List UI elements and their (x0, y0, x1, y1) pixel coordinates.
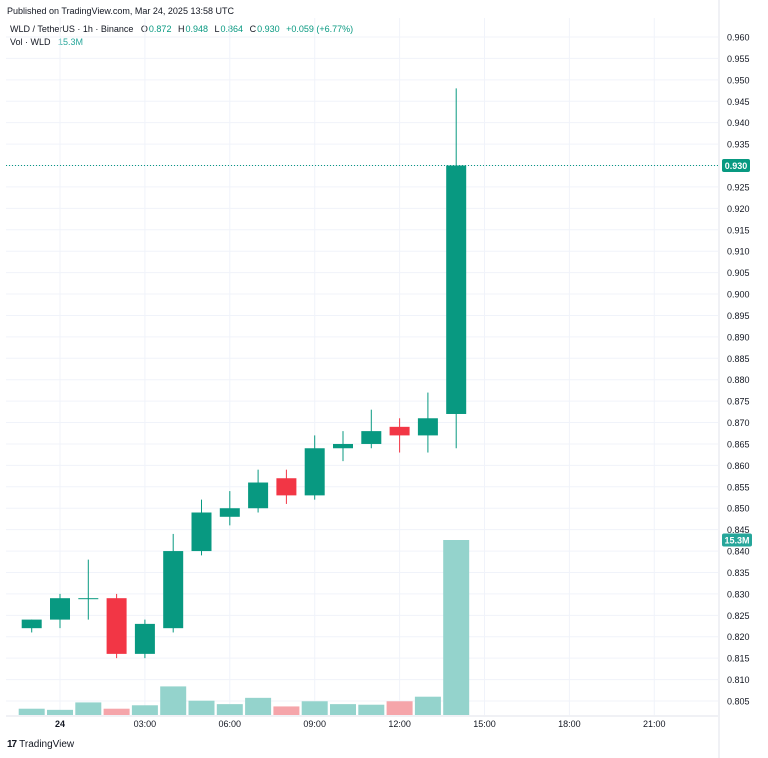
change-value: +0.059 (+6.77%) (286, 24, 354, 34)
low-label: L (214, 24, 220, 34)
x-tick-label: 09:00 (303, 719, 326, 729)
y-tick-label: 0.935 (727, 140, 750, 150)
high-value: 0.948 (185, 24, 208, 34)
y-tick-label: 0.865 (727, 439, 750, 449)
candle-body[interactable] (248, 482, 269, 509)
volume-badge (722, 533, 752, 547)
volume-bar[interactable] (131, 705, 158, 715)
y-tick-label: 0.925 (727, 182, 750, 192)
y-tick-label: 0.950 (727, 75, 750, 85)
volume-bar[interactable] (103, 708, 130, 715)
candle-body[interactable] (389, 426, 410, 436)
y-tick-label: 0.885 (727, 354, 750, 364)
y-tick-label: 0.855 (727, 482, 750, 492)
tradingview-logo[interactable]: 17 TradingView (7, 739, 74, 750)
symbol-title[interactable]: WLD / TetherUS · 1h · Binance (10, 24, 134, 34)
y-tick-label: 0.940 (727, 118, 750, 128)
x-tick-label: 06:00 (219, 719, 242, 729)
volume-bar[interactable] (301, 701, 328, 715)
tradingview-logo-icon: 17 (7, 739, 17, 750)
candle-body[interactable] (134, 623, 155, 654)
volume-value: 15.3M (58, 37, 84, 47)
open-value: 0.872 (148, 24, 172, 34)
last-price-label: 0.930 (725, 161, 748, 171)
candle-body[interactable] (333, 443, 353, 449)
y-tick-label: 0.945 (727, 97, 750, 107)
volume-legend[interactable]: Vol · WLD 15.3M (10, 37, 84, 47)
y-tick-label: 0.915 (727, 225, 750, 235)
y-tick-label: 0.805 (727, 697, 750, 707)
volume-bar[interactable] (160, 686, 187, 715)
y-tick-label: 0.860 (727, 461, 750, 471)
y-tick-label: 0.955 (727, 54, 750, 64)
x-tick-label: 24 (55, 719, 65, 729)
x-tick-label: 03:00 (134, 719, 157, 729)
volume-bar[interactable] (386, 701, 413, 715)
candle-body[interactable] (163, 551, 184, 629)
volume-badge-label: 15.3M (724, 536, 749, 546)
close-label: C (249, 24, 257, 34)
candle-body[interactable] (219, 508, 240, 517)
volume-bar[interactable] (443, 540, 470, 715)
volume-bar[interactable] (75, 702, 102, 715)
x-tick-label: 12:00 (388, 719, 411, 729)
candle-body[interactable] (446, 165, 467, 414)
candle-body[interactable] (276, 478, 297, 496)
volume-bar[interactable] (414, 696, 441, 715)
candle-body[interactable] (21, 619, 42, 629)
candle-body[interactable] (361, 431, 382, 444)
y-tick-label: 0.810 (727, 675, 750, 685)
y-tick-label: 0.960 (727, 33, 750, 43)
y-tick-label: 0.850 (727, 504, 750, 514)
y-tick-label: 0.910 (727, 247, 750, 257)
volume-bar[interactable] (245, 697, 272, 715)
y-tick-label: 0.825 (727, 611, 750, 621)
y-tick-label: 0.845 (727, 525, 750, 535)
candle-body[interactable] (78, 598, 99, 600)
published-note: Published on TradingView.com, Mar 24, 20… (7, 6, 234, 16)
volume-bar[interactable] (216, 704, 243, 715)
candle-body[interactable] (191, 512, 212, 552)
y-tick-label: 0.895 (727, 311, 750, 321)
candle-body[interactable] (417, 418, 438, 436)
y-tick-label: 0.900 (727, 290, 750, 300)
volume-bar[interactable] (47, 709, 73, 715)
y-tick-label: 0.890 (727, 332, 750, 342)
y-tick-label: 0.835 (727, 568, 750, 578)
close-value: 0.930 (257, 24, 280, 34)
candle-body[interactable] (50, 598, 70, 620)
y-tick-label: 0.815 (727, 654, 750, 664)
volume-bar[interactable] (330, 704, 356, 715)
y-tick-label: 0.905 (727, 268, 750, 278)
y-tick-label: 0.870 (727, 418, 750, 428)
y-tick-label: 0.820 (727, 632, 750, 642)
x-tick-label: 21:00 (643, 719, 666, 729)
x-tick-label: 18:00 (558, 719, 581, 729)
candle-body[interactable] (106, 598, 127, 654)
y-tick-label: 0.880 (727, 375, 750, 385)
y-tick-label: 0.840 (727, 547, 750, 557)
y-tick-label: 0.920 (727, 204, 750, 214)
candle-body[interactable] (304, 448, 325, 496)
y-tick-label: 0.875 (727, 397, 750, 407)
volume-bar[interactable] (358, 704, 385, 715)
x-tick-label: 15:00 (473, 719, 496, 729)
volume-bar[interactable] (273, 706, 300, 715)
volume-bar[interactable] (18, 708, 45, 715)
tradingview-brand: TradingView (19, 739, 75, 750)
volume-bar[interactable] (188, 700, 215, 715)
y-tick-label: 0.830 (727, 589, 750, 599)
low-value: 0.864 (220, 24, 244, 34)
last-price-badge (722, 159, 750, 173)
high-label: H (177, 24, 185, 34)
volume-label[interactable]: Vol · WLD (10, 37, 51, 47)
